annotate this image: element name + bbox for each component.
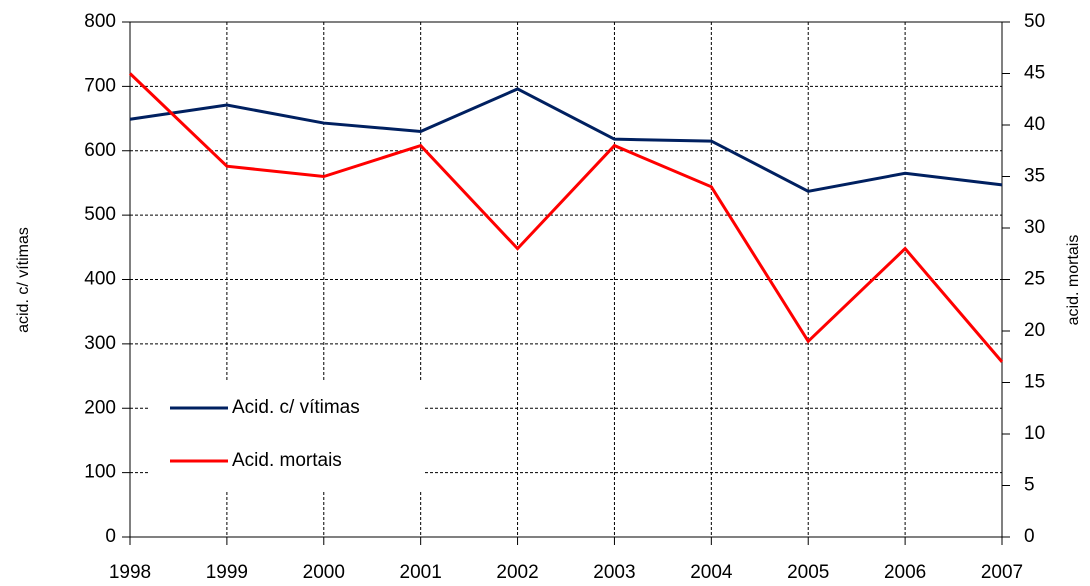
- y2-tick-label: 30: [1024, 217, 1045, 238]
- y2-tick-label: 20: [1024, 320, 1045, 341]
- y-tick-label: 300: [84, 333, 116, 354]
- x-tick-label: 2005: [787, 562, 829, 583]
- x-tick-label: 1999: [206, 562, 248, 583]
- y2-tick-label: 45: [1024, 63, 1045, 84]
- y-tick-label: 700: [84, 75, 116, 96]
- y-tick-label: 800: [84, 11, 116, 32]
- series-line: [129, 87, 1003, 193]
- x-tick-label: 2007: [981, 562, 1023, 583]
- legend-box: [150, 382, 425, 490]
- y2-tick-label: 0: [1024, 526, 1035, 547]
- x-tick-label: 2006: [884, 562, 926, 583]
- y2-tick-label: 10: [1024, 423, 1045, 444]
- y2-tick-label: 25: [1024, 269, 1045, 290]
- y2-tick-label: 5: [1024, 475, 1035, 496]
- legend-label: Acid. mortais: [232, 450, 342, 471]
- legend-label: Acid. c/ vítimas: [232, 397, 360, 418]
- y2-tick-label: 50: [1024, 11, 1045, 32]
- y2-tick-label: 40: [1024, 114, 1045, 135]
- x-tick-label: 2003: [593, 562, 635, 583]
- y-tick-label: 0: [105, 526, 116, 547]
- x-tick-label: 1998: [109, 562, 151, 583]
- x-tick-label: 2001: [400, 562, 442, 583]
- y-tick-label: 100: [84, 462, 116, 483]
- y2-axis-label: acid. mortais: [1065, 235, 1082, 326]
- y-tick-label: 500: [84, 204, 116, 225]
- y-tick-label: 400: [84, 269, 116, 290]
- y2-tick-label: 35: [1024, 166, 1045, 187]
- plot-frame: [129, 21, 1003, 538]
- y-tick-label: 600: [84, 140, 116, 161]
- x-tick-label: 2002: [496, 562, 538, 583]
- x-tick-label: 2004: [690, 562, 733, 583]
- x-tick-label: 2000: [303, 562, 345, 583]
- y-tick-label: 200: [84, 397, 116, 418]
- series-line: [128, 72, 1004, 363]
- y2-tick-label: 15: [1024, 372, 1045, 393]
- y-axis-label: acid. c/ vítimas: [15, 227, 32, 333]
